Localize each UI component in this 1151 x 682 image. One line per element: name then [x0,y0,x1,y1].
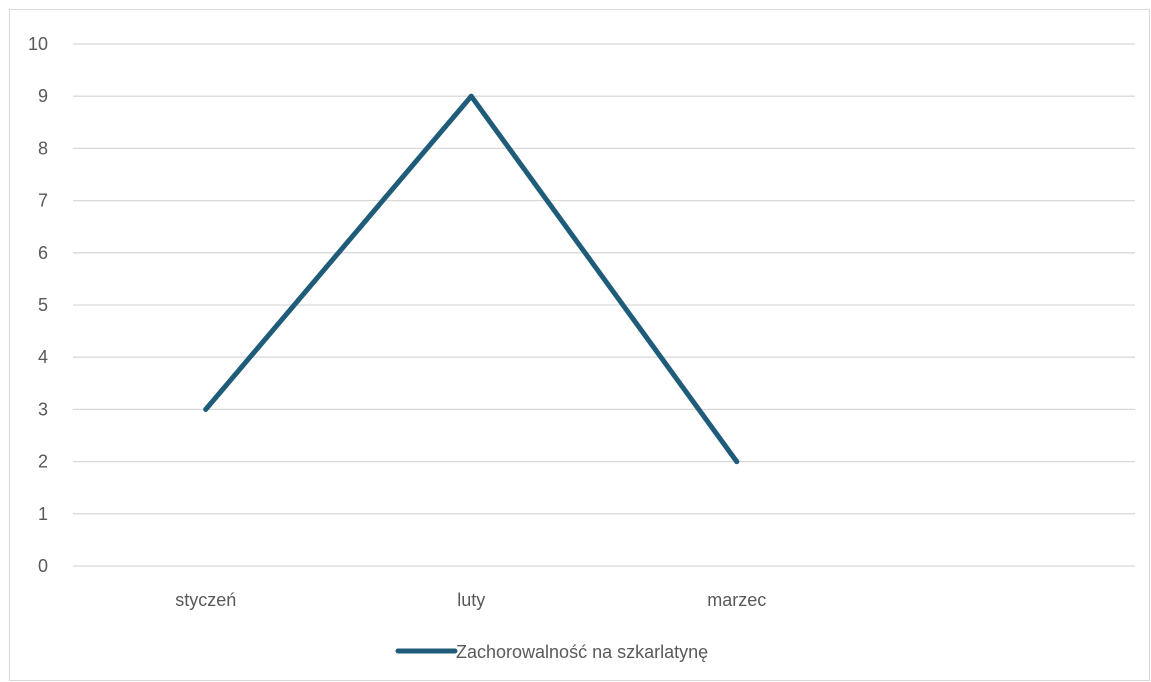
gridlines [73,43,1135,567]
y-tick-label: 10 [28,34,48,54]
legend: Zachorowalność na szkarlatynę [395,642,708,662]
y-axis-ticks: 0 1 2 3 4 5 6 7 8 9 10 [28,34,48,576]
y-tick-label: 8 [38,138,48,158]
y-tick-label: 9 [38,86,48,106]
y-tick-label: 0 [38,556,48,576]
x-tick-label: marzec [707,590,766,610]
x-tick-label: styczeń [175,590,236,610]
x-axis-ticks: styczeń luty marzec [175,590,766,610]
y-tick-label: 1 [38,504,48,524]
series-group [203,93,740,465]
data-point [468,93,474,99]
data-point [734,459,740,465]
y-tick-label: 4 [38,347,48,367]
chart-frame [9,9,1150,681]
y-tick-label: 6 [38,243,48,263]
x-tick-label: luty [457,590,485,610]
y-tick-label: 2 [38,452,48,472]
data-point [203,406,209,412]
y-tick-label: 5 [38,295,48,315]
y-tick-label: 7 [38,191,48,211]
legend-label: Zachorowalność na szkarlatynę [456,642,708,662]
series-line [203,93,740,465]
y-tick-label: 3 [38,399,48,419]
